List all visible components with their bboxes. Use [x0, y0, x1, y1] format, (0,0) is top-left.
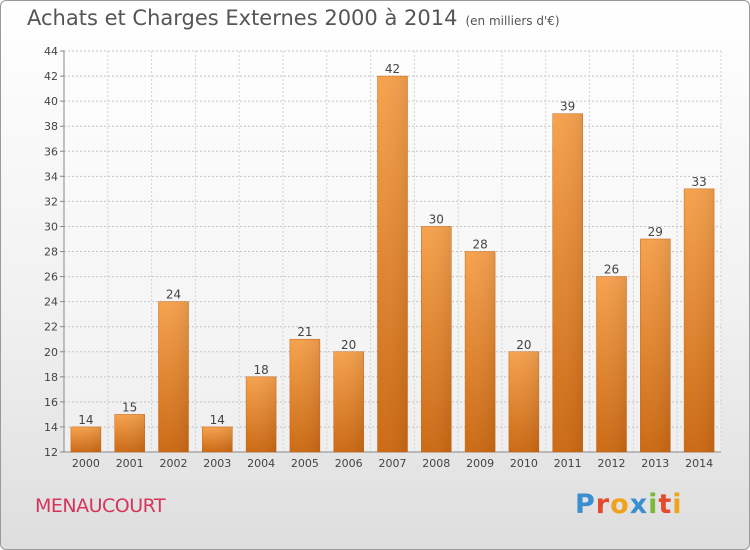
- y-tick-label: 44: [44, 45, 58, 58]
- bar-shade: [640, 238, 671, 452]
- proxiti-logo: Proxiti: [575, 489, 683, 520]
- bar-value-label: 18: [253, 363, 268, 377]
- x-tick-label: 2014: [685, 457, 713, 470]
- y-tick-label: 26: [44, 271, 58, 284]
- chart-title-text: Achats et Charges Externes 2000 à 2014: [27, 6, 458, 30]
- bar-shade: [377, 76, 408, 452]
- x-tick-label: 2003: [203, 457, 231, 470]
- y-tick-label: 42: [44, 70, 58, 83]
- x-tick-label: 2010: [510, 457, 538, 470]
- bar-shade: [246, 376, 277, 452]
- bar-value-label: 14: [78, 413, 93, 427]
- y-tick-label: 40: [44, 95, 58, 108]
- y-tick-label: 30: [44, 220, 58, 233]
- bar-value-label: 33: [691, 175, 706, 189]
- bar-value-label: 42: [385, 62, 400, 76]
- bar-shade: [684, 188, 715, 452]
- x-tick-label: 2012: [598, 457, 626, 470]
- chart-subtitle: (en milliers d'€): [465, 14, 560, 28]
- y-tick-label: 34: [44, 170, 58, 183]
- x-tick-label: 2008: [422, 457, 450, 470]
- bar-value-label: 29: [648, 225, 663, 239]
- logo-letter: i: [648, 489, 659, 520]
- bar-value-label: 14: [210, 413, 225, 427]
- y-tick-label: 36: [44, 145, 58, 158]
- y-tick-label: 28: [44, 246, 58, 259]
- y-tick-label: 24: [44, 296, 58, 309]
- bar-shade: [552, 113, 583, 452]
- bar-shade: [465, 251, 496, 452]
- x-tick-label: 2007: [379, 457, 407, 470]
- x-tick-label: 2002: [160, 457, 188, 470]
- bar-shade: [202, 426, 233, 452]
- chart-title: Achats et Charges Externes 2000 à 2014 (e…: [27, 6, 560, 30]
- x-tick-label: 2006: [335, 457, 363, 470]
- bar-shade: [158, 301, 189, 452]
- y-tick-label: 38: [44, 120, 58, 133]
- y-tick-label: 16: [44, 396, 58, 409]
- bar-value-label: 15: [122, 400, 137, 414]
- bar-shade: [508, 351, 539, 452]
- y-tick-label: 32: [44, 195, 58, 208]
- logo-letter: o: [610, 489, 630, 520]
- logo-letter: P: [575, 489, 596, 520]
- y-tick-label: 22: [44, 321, 58, 334]
- bar-value-label: 20: [516, 338, 531, 352]
- x-tick-label: 2000: [72, 457, 100, 470]
- bar-value-label: 21: [297, 325, 312, 339]
- bar-shade: [596, 276, 627, 452]
- bar-value-label: 30: [429, 212, 444, 226]
- y-tick-label: 18: [44, 371, 58, 384]
- x-tick-label: 2013: [641, 457, 669, 470]
- bar-value-label: 26: [604, 263, 619, 277]
- y-tick-label: 20: [44, 346, 58, 359]
- bar-value-label: 39: [560, 100, 575, 114]
- x-tick-label: 2001: [116, 457, 144, 470]
- y-tick-label: 14: [44, 421, 58, 434]
- bar-shade: [70, 426, 101, 452]
- bar-value-label: 24: [166, 288, 181, 302]
- bar-shade: [114, 414, 145, 452]
- logo-letter: i: [672, 489, 683, 520]
- commune-name: MENAUCOURT: [35, 495, 166, 517]
- x-tick-label: 2004: [247, 457, 275, 470]
- x-tick-label: 2005: [291, 457, 319, 470]
- bar-value-label: 28: [472, 238, 487, 252]
- bar-shade: [421, 226, 452, 452]
- bar-value-label: 20: [341, 338, 356, 352]
- logo-letter: r: [595, 489, 611, 520]
- bar-shade: [289, 339, 320, 452]
- x-tick-label: 2009: [466, 457, 494, 470]
- x-tick-label: 2011: [554, 457, 582, 470]
- y-tick-label: 12: [44, 446, 58, 459]
- logo-letter: t: [658, 489, 673, 520]
- logo-letter: x: [629, 489, 649, 520]
- bar-shade: [333, 351, 364, 452]
